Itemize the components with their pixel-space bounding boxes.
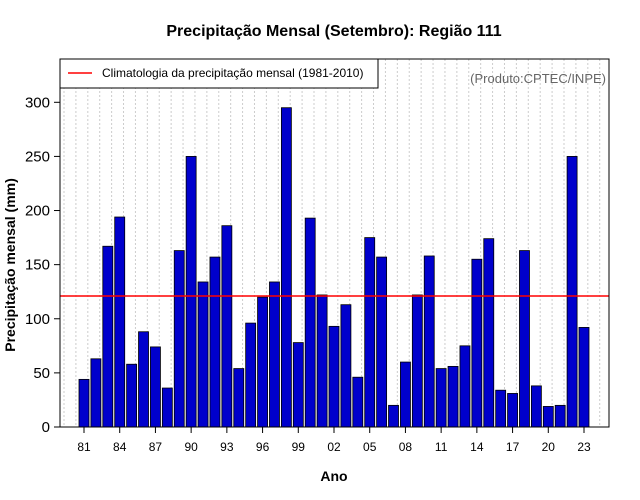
bar-97 bbox=[269, 281, 280, 428]
bar-91 bbox=[197, 281, 209, 428]
bar-82 bbox=[90, 358, 102, 428]
bar-09 bbox=[411, 294, 423, 428]
y-tick-label: 50 bbox=[33, 365, 50, 382]
legend-box bbox=[59, 58, 379, 89]
x-tick-label: 96 bbox=[256, 440, 270, 454]
bar-81 bbox=[78, 378, 90, 428]
bar-08 bbox=[400, 361, 411, 428]
x-tick-label: 02 bbox=[327, 440, 341, 454]
legend-label: Climatologia da precipitação mensal (198… bbox=[102, 66, 363, 80]
x-tick-label: 81 bbox=[77, 440, 91, 454]
bar-93 bbox=[221, 225, 233, 428]
bar-99 bbox=[292, 342, 304, 428]
bar-04 bbox=[352, 376, 364, 428]
bar-07 bbox=[388, 404, 399, 428]
bar-96 bbox=[257, 296, 268, 428]
bar-12 bbox=[447, 365, 459, 428]
bar-01 bbox=[316, 294, 328, 428]
chart-title: Precipitação Mensal (Setembro): Região 1… bbox=[166, 23, 501, 40]
bar-13 bbox=[459, 345, 471, 428]
y-axis: 0 50 100 150 200 250 300 bbox=[25, 94, 60, 436]
x-tick-label: 14 bbox=[470, 440, 484, 454]
bar-84 bbox=[114, 216, 126, 428]
x-axis: 81 84 87 90 93 96 99 02 05 08 11 14 17 20 23 bbox=[77, 427, 591, 454]
bar-23 bbox=[578, 327, 590, 428]
bar-22 bbox=[566, 156, 578, 428]
y-axis-label: Precipitação mensal (mm) bbox=[2, 178, 18, 352]
legend: Climatologia da precipitação mensal (198… bbox=[59, 58, 379, 89]
y-tick-label: 300 bbox=[25, 94, 50, 111]
bar-05 bbox=[364, 237, 376, 428]
bar-87 bbox=[150, 346, 161, 428]
bar-90 bbox=[185, 156, 197, 428]
bar-15 bbox=[483, 238, 495, 428]
bar-83 bbox=[102, 245, 114, 428]
y-tick-label: 250 bbox=[25, 148, 50, 165]
x-axis-label: Ano bbox=[320, 468, 347, 484]
bar-18 bbox=[519, 250, 530, 428]
bar-03 bbox=[340, 304, 352, 428]
x-tick-label: 17 bbox=[506, 440, 520, 454]
bar-14 bbox=[471, 258, 483, 428]
credit-text: (Produto:CPTEC/INPE) bbox=[470, 71, 606, 86]
bar-10 bbox=[423, 255, 435, 428]
x-tick-label: 87 bbox=[149, 440, 163, 454]
bar-86 bbox=[138, 331, 149, 428]
x-tick-label: 11 bbox=[435, 440, 448, 454]
bar-17 bbox=[507, 393, 518, 428]
x-tick-label: 08 bbox=[399, 440, 413, 454]
bar-95 bbox=[245, 322, 257, 428]
x-tick-label: 23 bbox=[577, 440, 591, 454]
x-tick-label: 20 bbox=[542, 440, 556, 454]
x-tick-label: 90 bbox=[184, 440, 198, 454]
y-tick-label: 100 bbox=[25, 311, 50, 328]
x-tick-label: 05 bbox=[363, 440, 377, 454]
x-tick-label: 84 bbox=[113, 440, 127, 454]
bar-98 bbox=[280, 107, 292, 428]
bar-89 bbox=[173, 250, 185, 428]
bar-00 bbox=[304, 217, 316, 428]
bar-19 bbox=[530, 385, 542, 428]
x-tick-label: 99 bbox=[292, 440, 306, 454]
bar-85 bbox=[126, 363, 138, 428]
bar-06 bbox=[376, 256, 388, 428]
bar-92 bbox=[209, 256, 221, 428]
bar-20 bbox=[542, 406, 554, 428]
chart-bars bbox=[78, 107, 590, 428]
bar-21 bbox=[554, 404, 566, 428]
bar-94 bbox=[233, 368, 245, 428]
y-tick-label: 200 bbox=[25, 203, 50, 220]
x-tick-label: 93 bbox=[220, 440, 234, 454]
bar-88 bbox=[161, 387, 173, 428]
bar-16 bbox=[495, 389, 507, 428]
y-tick-label: 0 bbox=[42, 419, 50, 436]
y-tick-label: 150 bbox=[25, 257, 50, 274]
bar-11 bbox=[435, 368, 447, 428]
bar-02 bbox=[328, 325, 340, 428]
